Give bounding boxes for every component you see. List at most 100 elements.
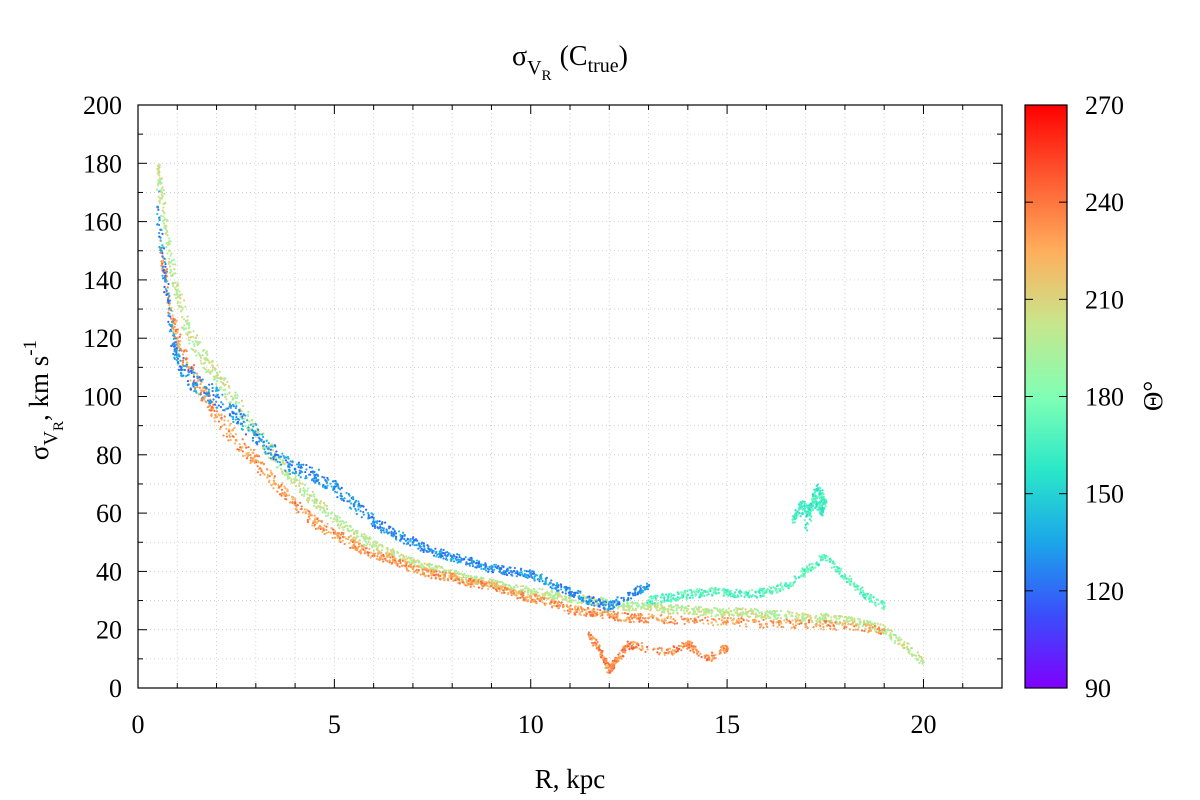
scatter-point xyxy=(213,416,216,419)
scatter-point xyxy=(657,619,660,622)
scatter-point xyxy=(356,548,359,551)
scatter-point xyxy=(462,574,465,577)
scatter-point xyxy=(553,602,556,605)
scatter-point xyxy=(360,535,363,538)
scatter-point xyxy=(161,259,165,262)
scatter-point xyxy=(517,573,520,576)
scatter-point xyxy=(474,581,477,584)
scatter-point xyxy=(336,532,339,535)
scatter-point xyxy=(777,619,780,623)
scatter-point xyxy=(203,361,207,364)
scatter-point xyxy=(341,539,344,542)
scatter-point xyxy=(405,564,408,567)
scatter-point xyxy=(772,615,775,618)
scatter-point xyxy=(564,592,567,595)
scatter-point xyxy=(815,562,818,565)
scatter-point xyxy=(458,553,461,557)
scatter-point xyxy=(744,593,747,596)
scatter-point xyxy=(358,539,361,542)
scatter-point xyxy=(338,516,341,519)
scatter-point xyxy=(512,589,515,592)
scatter-point xyxy=(431,569,434,572)
scatter-point xyxy=(794,509,797,512)
scatter-point xyxy=(244,433,248,436)
scatter-point xyxy=(157,223,161,227)
scatter-point xyxy=(221,381,225,385)
scatter-point xyxy=(597,602,600,606)
scatter-point xyxy=(663,617,666,621)
scatter-point xyxy=(412,558,415,561)
scatter-point xyxy=(574,591,577,595)
scatter-point xyxy=(198,376,201,379)
scatter-point xyxy=(373,552,377,555)
scatter-point xyxy=(422,550,425,554)
scatter-point xyxy=(533,575,536,578)
scatter-point xyxy=(814,616,817,619)
scatter-point xyxy=(373,540,376,543)
scatter-point xyxy=(262,441,265,444)
scatter-point xyxy=(754,612,757,615)
scatter-point xyxy=(456,553,459,556)
scatter-point xyxy=(497,587,500,590)
scatter-point xyxy=(494,584,497,587)
scatter-point xyxy=(505,573,509,577)
scatter-point xyxy=(629,621,632,624)
scatter-point xyxy=(323,476,326,479)
scatter-point xyxy=(886,628,890,631)
scatter-point xyxy=(423,566,426,569)
scatter-point xyxy=(294,480,297,483)
scatter-point xyxy=(211,383,214,386)
scatter-point xyxy=(204,368,207,371)
scatter-point xyxy=(435,555,438,558)
scatter-point xyxy=(427,547,430,550)
scatter-point xyxy=(368,547,371,550)
scatter-point xyxy=(573,593,576,597)
scatter-point xyxy=(825,501,828,504)
scatter-point xyxy=(182,356,185,360)
scatter-point xyxy=(297,465,300,469)
scatter-point xyxy=(840,615,844,618)
scatter-point xyxy=(754,615,757,619)
scatter-point xyxy=(615,616,618,619)
scatter-point xyxy=(797,622,800,625)
scatter-point xyxy=(377,558,380,561)
scatter-point xyxy=(392,549,395,552)
scatter-point xyxy=(452,560,456,563)
scatter-point xyxy=(251,429,254,432)
scatter-point xyxy=(247,426,250,429)
scatter-point xyxy=(178,355,181,358)
scatter-point xyxy=(449,571,452,575)
scatter-point xyxy=(569,604,572,607)
scatter-point xyxy=(454,579,457,582)
scatter-point xyxy=(612,610,615,613)
scatter-point xyxy=(868,597,871,600)
scatter-point xyxy=(325,525,328,528)
scatter-point xyxy=(739,612,742,615)
scatter-point xyxy=(235,416,238,419)
scatter-point xyxy=(574,599,577,602)
scatter-point xyxy=(460,557,463,560)
scatter-point xyxy=(157,169,160,173)
scatter-point xyxy=(176,331,179,334)
scatter-point xyxy=(160,246,163,249)
scatter-point xyxy=(212,403,215,406)
scatter-point xyxy=(740,620,743,623)
scatter-point xyxy=(334,515,337,518)
scatter-point xyxy=(364,547,367,550)
scatter-point xyxy=(583,613,586,616)
scatter-point xyxy=(559,583,563,587)
scatter-point xyxy=(409,558,412,561)
scatter-point xyxy=(858,618,862,621)
scatter-point xyxy=(862,591,865,594)
scatter-point xyxy=(772,618,776,621)
scatter-point xyxy=(389,525,392,529)
scatter-point xyxy=(752,620,755,623)
scatter-point xyxy=(271,449,274,452)
scatter-point xyxy=(255,453,258,457)
scatter-point xyxy=(696,591,699,594)
scatter-point xyxy=(349,546,352,549)
scatter-point xyxy=(226,380,229,384)
scatter-point xyxy=(352,505,356,508)
scatter-point xyxy=(329,482,332,485)
scatter-point xyxy=(599,600,602,603)
